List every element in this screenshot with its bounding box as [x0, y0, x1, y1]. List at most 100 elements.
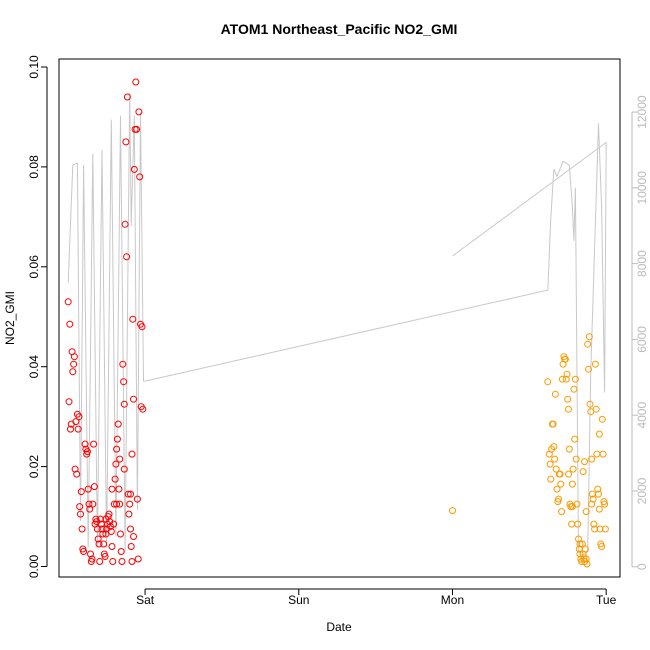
y2-tick-label: 8000: [635, 250, 649, 277]
y2-tick-label: 4000: [635, 402, 649, 429]
series-2-point: [553, 485, 561, 493]
y-axis-label: NO2_GMI: [3, 291, 17, 345]
series-1-point: [74, 425, 82, 433]
series-1-point: [110, 520, 118, 528]
series-2-point: [572, 455, 580, 463]
series-1-point: [127, 543, 135, 550]
series-2-point: [558, 508, 566, 516]
series-2-point: [581, 458, 589, 466]
series-2-point: [588, 500, 596, 508]
series-2-point: [598, 415, 606, 423]
series-1-point: [86, 505, 94, 513]
series-1-point: [94, 535, 102, 543]
series-1-point: [95, 540, 103, 548]
series-2-point: [557, 480, 565, 488]
series-layer: [64, 78, 609, 568]
series-1-point: [124, 490, 132, 498]
series-1-point: [93, 525, 101, 533]
series-1-point: [84, 485, 92, 493]
series-2-point: [546, 460, 554, 468]
series-1-point: [67, 425, 74, 433]
series-1-point: [138, 323, 146, 331]
series-1-point: [120, 378, 128, 386]
series-2-point: [589, 495, 597, 503]
series-1-point: [117, 548, 125, 555]
series-1-point: [108, 543, 116, 550]
series-2-point: [544, 378, 552, 386]
series-1-point: [125, 510, 133, 518]
series-1-point: [121, 220, 129, 228]
series-1-point: [130, 395, 137, 403]
series-1-point: [139, 405, 147, 413]
series-2-point: [552, 465, 560, 473]
y2-tick-label: 10000: [635, 171, 649, 205]
x-axis: Sat Sun Mon Tue: [136, 588, 617, 607]
series-1-point: [72, 418, 80, 426]
series-1-point: [113, 500, 121, 508]
series-2-point: [568, 480, 576, 488]
series-1-point: [101, 553, 109, 560]
series-2-point: [571, 435, 579, 443]
y-axis: 0.00 0.02 0.04 0.06 0.08 0.10: [27, 55, 48, 578]
series-1-point: [70, 353, 78, 361]
series-2-point: [585, 365, 592, 373]
series-2-point: [562, 375, 570, 383]
series-1-point: [87, 550, 94, 558]
series-2-point: [565, 445, 573, 453]
series-1-point: [108, 485, 116, 493]
series-2-point: [576, 550, 584, 558]
series-1-point: [77, 510, 84, 518]
series-1-point: [132, 78, 140, 86]
series-1-point: [119, 360, 127, 368]
series-2-point: [550, 443, 558, 451]
series-1-point: [127, 490, 134, 498]
series-2-point: [583, 560, 591, 568]
series-1-point: [83, 448, 91, 456]
series-2-point: [570, 385, 578, 393]
series-2-point: [596, 525, 604, 533]
series-1-point: [89, 500, 97, 508]
series-2-point: [595, 505, 603, 513]
series-1-point: [99, 530, 107, 538]
y2-tick-label: 0: [635, 563, 649, 570]
series-1-point: [90, 483, 98, 491]
series-2-point: [574, 520, 582, 528]
series-2-point: [584, 340, 592, 348]
series-2-point: [593, 450, 601, 458]
series-2-point: [558, 375, 566, 383]
series-2-point: [601, 500, 609, 508]
series-1-point: [107, 528, 115, 535]
y-tick-label: 0.02: [27, 455, 41, 479]
series-1-point: [105, 510, 113, 518]
x-tick-label: Sun: [288, 593, 309, 607]
series-2-point: [594, 485, 602, 493]
series-1-point: [71, 465, 79, 473]
series-1-point: [113, 435, 121, 443]
series-2-point: [569, 465, 577, 473]
series-1-point: [136, 173, 144, 181]
series-1-point: [123, 93, 131, 101]
series-1-point: [134, 555, 142, 563]
series-2-point: [586, 400, 594, 408]
series-2-point: [556, 470, 564, 478]
series-1-point: [112, 460, 120, 468]
series-1-point: [116, 455, 124, 463]
series-2-point: [551, 455, 559, 463]
x-axis-label: Date: [326, 620, 352, 634]
series-2-point: [551, 390, 559, 398]
y-tick-label: 0.08: [27, 155, 41, 179]
series-2-point: [575, 535, 582, 543]
series-2-point: [591, 360, 599, 368]
series-1-point: [65, 398, 73, 406]
series-1-point: [80, 548, 88, 555]
y2-tick-label: 2000: [635, 477, 649, 504]
series-2-point: [565, 470, 572, 478]
altitude-line-1: [67, 93, 607, 557]
y-tick-label: 0.10: [27, 55, 41, 79]
series-1-point: [133, 495, 141, 503]
series-2-point: [578, 540, 586, 548]
series-1-point: [66, 320, 74, 328]
series-1-point: [69, 368, 77, 376]
series-2-point: [595, 490, 602, 498]
